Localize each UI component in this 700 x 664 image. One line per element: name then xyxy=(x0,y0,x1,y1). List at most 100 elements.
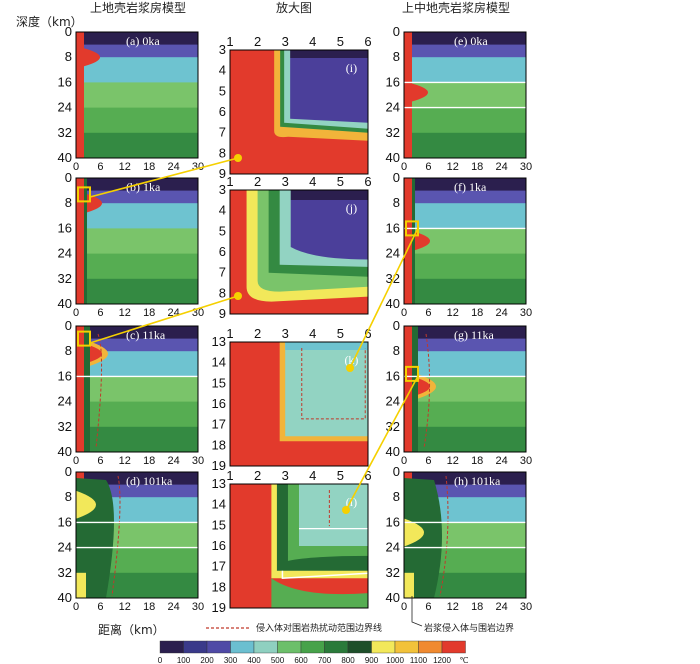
disturbance-line xyxy=(111,475,121,597)
zoom-x-tick-label: 6 xyxy=(364,326,371,341)
panel-frame xyxy=(403,31,527,159)
distance-tick-label: 30 xyxy=(520,601,532,613)
depth-tick-label: 0 xyxy=(65,170,72,185)
temperature-band xyxy=(404,107,526,134)
magma-conduit xyxy=(76,178,84,304)
zoom-box xyxy=(77,186,91,203)
distance-tick-label: 24 xyxy=(167,455,179,467)
temperature-band xyxy=(404,132,526,159)
distance-tick-label: 30 xyxy=(520,307,532,319)
cooled-conduit xyxy=(404,572,414,598)
zoom-y-tick-label: 7 xyxy=(219,265,226,280)
temperature-band xyxy=(76,401,198,428)
panel-l: (l) 1 2 3 4 5 6 13 14 15 16 17 18 19 xyxy=(212,468,372,615)
distance-tick-label: 30 xyxy=(192,601,204,613)
depth-tick-label: 16 xyxy=(386,514,400,529)
distance-tick-label: 24 xyxy=(167,601,179,613)
zoom-x-tick-label: 1 xyxy=(226,468,233,483)
depth-tick-label: 32 xyxy=(386,125,400,140)
panel-label-e: (e) 0ka xyxy=(454,34,488,48)
depth-tick-label: 40 xyxy=(386,150,400,165)
legend-tick-label: 700 xyxy=(318,656,332,664)
contour-band xyxy=(290,50,368,58)
legend-swatch xyxy=(277,640,302,654)
distance-tick-label: 0 xyxy=(73,601,79,613)
distance-tick-label: 6 xyxy=(425,161,431,173)
depth-tick-label: 32 xyxy=(386,565,400,580)
depth-tick-label: 24 xyxy=(58,540,72,555)
magma-conduit xyxy=(404,178,412,304)
depth-tick-label: 40 xyxy=(58,590,72,605)
zoom-connector xyxy=(89,157,239,198)
panel-label-b: (b) 1ka xyxy=(126,180,161,194)
distance-tick-label: 24 xyxy=(167,161,179,173)
panel-label-c: (c) 11ka xyxy=(126,328,166,342)
zoom-x-tick-label: 3 xyxy=(282,468,289,483)
depth-tick-label: 0 xyxy=(65,318,72,333)
temperature-band xyxy=(404,326,526,340)
contour-band xyxy=(285,342,368,350)
depth-tick-label: 32 xyxy=(58,125,72,140)
temperature-band xyxy=(76,132,198,159)
distance-tick-label: 18 xyxy=(471,161,483,173)
zoom-x-tick-label: 3 xyxy=(282,326,289,341)
zoom-y-tick-label: 15 xyxy=(212,375,226,390)
temperature-band xyxy=(404,278,526,305)
temperature-band xyxy=(76,326,198,340)
depth-tick-label: 32 xyxy=(58,565,72,580)
depth-tick-label: 16 xyxy=(58,514,72,529)
thermal-halo xyxy=(84,326,90,452)
depth-tick-label: 8 xyxy=(393,343,400,358)
depth-tick-label: 40 xyxy=(386,590,400,605)
zoom-connector xyxy=(349,227,419,369)
zoom-y-tick-label: 17 xyxy=(212,559,226,574)
distance-tick-label: 18 xyxy=(143,307,155,319)
depth-tick-label: 8 xyxy=(65,489,72,504)
temperature-band xyxy=(404,253,526,280)
distance-tick-label: 18 xyxy=(471,455,483,467)
depth-tick-label: 16 xyxy=(386,74,400,89)
distance-tick-label: 12 xyxy=(119,601,131,613)
depth-tick-label: 8 xyxy=(65,49,72,64)
depth-tick-label: 8 xyxy=(65,343,72,358)
zoom-y-tick-label: 5 xyxy=(219,223,226,238)
depth-tick-label: 0 xyxy=(393,170,400,185)
temperature-band xyxy=(76,376,198,403)
legend-swatch xyxy=(371,640,396,654)
zoom-y-tick-label: 13 xyxy=(212,476,226,491)
temperature-band xyxy=(404,401,526,428)
disturbance-line xyxy=(95,333,103,449)
distance-tick-label: 18 xyxy=(471,601,483,613)
zoom-x-tick-label: 3 xyxy=(282,34,289,49)
zoom-x-tick-label: 1 xyxy=(226,174,233,189)
header-left: 上地壳岩浆房模型 xyxy=(90,0,186,15)
zoom-y-tick-label: 16 xyxy=(212,396,226,411)
temperature-band xyxy=(76,338,198,352)
distance-tick-label: 18 xyxy=(471,307,483,319)
distance-tick-label: 18 xyxy=(143,455,155,467)
distance-tick-label: 0 xyxy=(73,161,79,173)
contour-band xyxy=(299,484,368,546)
depth-tick-label: 16 xyxy=(58,74,72,89)
legend-swatch xyxy=(441,640,466,654)
temperature-band xyxy=(76,426,198,453)
panel-j: (j) 1 2 3 4 5 6 3 4 5 6 7 8 9 xyxy=(219,174,372,321)
zoom-x-tick-label: 3 xyxy=(282,174,289,189)
distance-tick-label: 12 xyxy=(119,161,131,173)
temperature-band xyxy=(404,351,526,377)
zoom-x-tick-label: 1 xyxy=(226,326,233,341)
zoom-x-tick-label: 5 xyxy=(337,468,344,483)
zoom-y-tick-label: 18 xyxy=(212,579,226,594)
panel-frame xyxy=(229,341,369,467)
temperature-band xyxy=(76,253,198,280)
disturbance-line xyxy=(439,475,449,597)
depth-tick-label: 16 xyxy=(58,220,72,235)
depth-tick-label: 40 xyxy=(58,444,72,459)
panel-frame xyxy=(229,189,369,315)
boundary-leader xyxy=(411,596,423,627)
